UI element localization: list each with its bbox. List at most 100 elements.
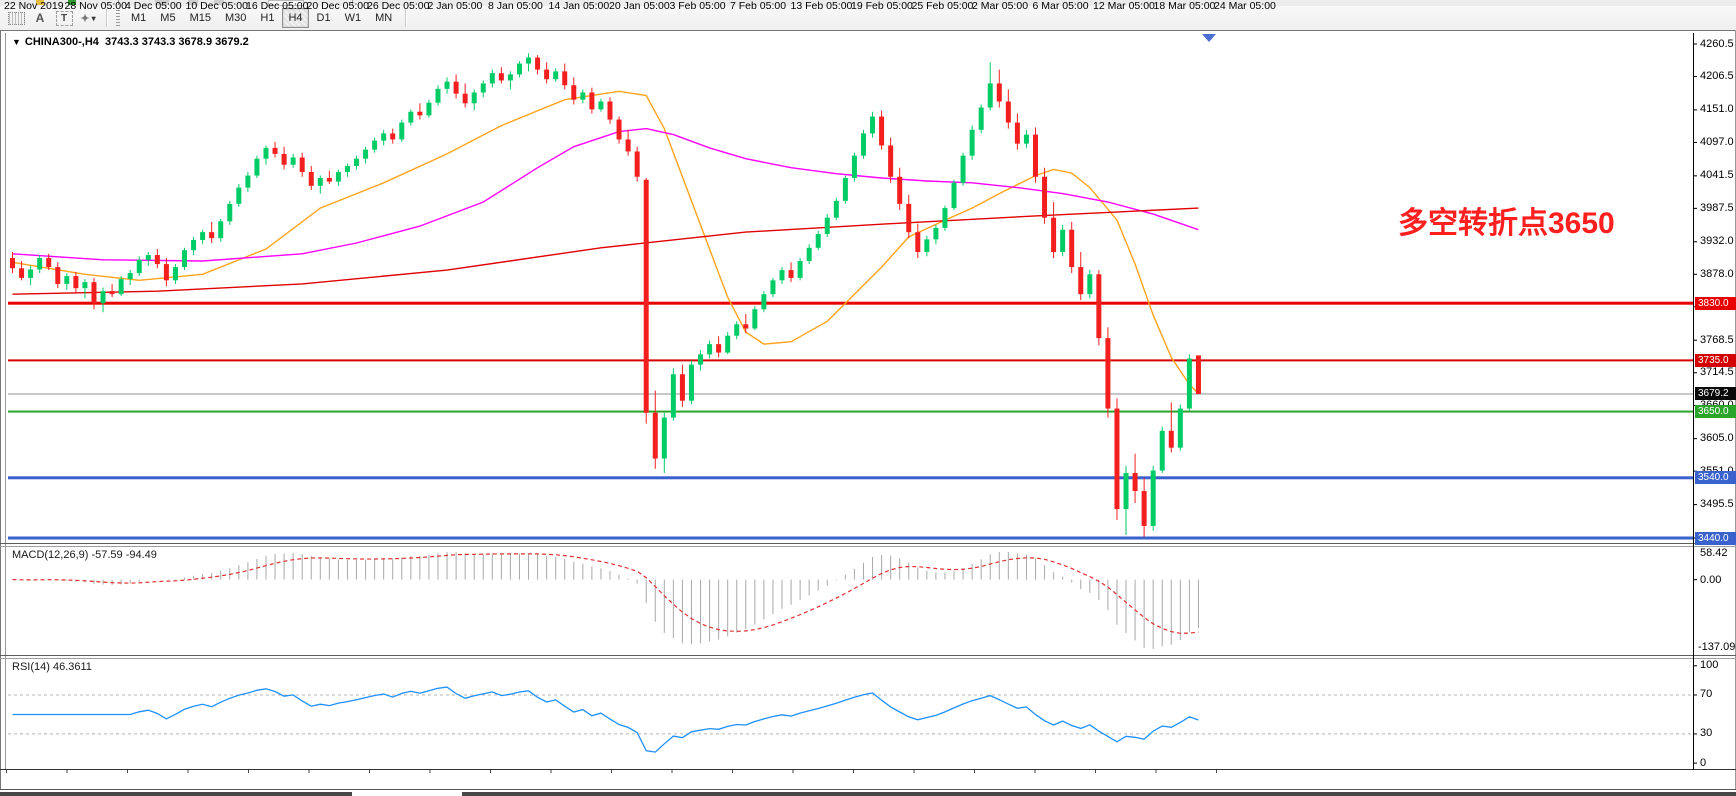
current-price-line[interactable] bbox=[8, 393, 1693, 395]
candle-body bbox=[897, 176, 903, 204]
time-axis-tick bbox=[6, 770, 7, 773]
candle-body bbox=[960, 155, 966, 183]
rsi-axis-label: 0 bbox=[1700, 756, 1707, 769]
candle-body bbox=[109, 291, 115, 295]
horizontal-level-line-3830.0[interactable] bbox=[8, 301, 1693, 305]
chart-ohlc: 3743.3 3743.3 3678.9 3679.2 bbox=[105, 36, 249, 48]
time-axis-label: 8 Jan 05:00 bbox=[488, 0, 543, 12]
rsi-axis-tick bbox=[1693, 733, 1697, 735]
horizontal-level-line-3735.0[interactable] bbox=[8, 359, 1693, 362]
candle-body bbox=[544, 69, 550, 80]
price-axis-label: 4206.5 bbox=[1700, 70, 1734, 82]
panel-splitter-rsi-top2[interactable] bbox=[0, 658, 1736, 659]
status-bar-segment-right bbox=[462, 792, 1736, 796]
candle-body bbox=[64, 276, 70, 284]
candle-body bbox=[100, 291, 106, 304]
candle-body bbox=[1042, 176, 1048, 218]
time-axis-label: 16 Dec 05:00 bbox=[246, 0, 309, 12]
price-level-badge: 3650.0 bbox=[1695, 405, 1736, 419]
toolbar-fragment-gray1 bbox=[155, 0, 169, 5]
candle-body bbox=[661, 417, 667, 459]
candle-body bbox=[335, 171, 341, 182]
candle-body bbox=[870, 116, 876, 134]
timeframe-button-d1[interactable]: D1 bbox=[316, 12, 331, 24]
candle-body bbox=[1005, 101, 1011, 123]
timeframe-button-m15[interactable]: M15 bbox=[189, 12, 211, 24]
candle-body bbox=[182, 250, 188, 268]
panel-splitter-rsi-top[interactable] bbox=[0, 655, 1736, 656]
horizontal-level-line-3650.0[interactable] bbox=[8, 410, 1693, 413]
rsi-axis-label: 70 bbox=[1700, 688, 1713, 701]
timeframe-button-h4[interactable]: H4 bbox=[282, 8, 309, 28]
time-axis-label: 3 Feb 05:00 bbox=[669, 0, 726, 12]
timeframe-button-m1[interactable]: M1 bbox=[131, 12, 147, 24]
horizontal-level-line-3540.0[interactable] bbox=[8, 476, 1693, 480]
candle-body bbox=[1051, 217, 1057, 253]
time-axis-label: 6 Mar 05:00 bbox=[1032, 0, 1089, 12]
candle-body bbox=[1105, 338, 1111, 409]
rsi-indicator-label: RSI(14) 46.3611 bbox=[12, 661, 92, 673]
price-axis-tick bbox=[1693, 470, 1697, 472]
time-axis-label: 20 Jan 05:00 bbox=[609, 0, 670, 12]
price-axis-tick bbox=[1693, 207, 1697, 209]
toolbar-drag-handle[interactable] bbox=[116, 10, 120, 26]
status-bar bbox=[0, 789, 1736, 796]
candle-body bbox=[598, 101, 604, 110]
candle-body bbox=[19, 268, 25, 278]
candle-body bbox=[788, 270, 794, 278]
candle-body bbox=[942, 208, 948, 228]
candle-body bbox=[842, 177, 848, 201]
panel-splitter-macd-top[interactable] bbox=[0, 543, 1736, 544]
chart-text-annotation: 多空转折点3650 bbox=[1398, 207, 1615, 240]
panel-splitter-macd-top2[interactable] bbox=[0, 546, 1736, 547]
candle-body bbox=[471, 92, 477, 104]
candle-body bbox=[562, 71, 568, 86]
price-axis-tick bbox=[1693, 438, 1697, 440]
price-axis-tick bbox=[1693, 141, 1697, 143]
candle-body bbox=[263, 147, 269, 159]
candle-body bbox=[118, 279, 124, 295]
horizontal-level-line-3440.0[interactable] bbox=[8, 536, 1693, 540]
arrows-icon[interactable]: ✦ ▾ bbox=[80, 12, 96, 25]
price-axis-label: 4097.0 bbox=[1700, 135, 1734, 148]
chart-shift-marker-icon[interactable] bbox=[1202, 34, 1216, 42]
toolbar-fragment-yellow bbox=[36, 0, 44, 5]
timeframe-button-m5[interactable]: M5 bbox=[160, 12, 176, 24]
candle-body bbox=[716, 344, 722, 353]
candle-body bbox=[589, 92, 595, 110]
timeframe-button-h1[interactable]: H1 bbox=[260, 12, 275, 24]
text-label-icon[interactable]: T bbox=[54, 9, 74, 27]
price-axis-label: 3768.5 bbox=[1700, 333, 1734, 346]
chevron-down-icon[interactable]: ▾ bbox=[91, 13, 96, 23]
timeframe-button-w1[interactable]: W1 bbox=[344, 12, 362, 24]
candle-body bbox=[978, 107, 984, 130]
timeframe-button-m30[interactable]: M30 bbox=[224, 12, 247, 24]
time-axis-label: 25 Feb 05:00 bbox=[911, 0, 974, 12]
candle-body bbox=[91, 282, 97, 304]
candle-body bbox=[679, 374, 685, 401]
chart-collapse-icon[interactable]: ▼ bbox=[12, 37, 21, 47]
toolbar-separator-2 bbox=[405, 9, 408, 27]
toolbar-fragment-gray2 bbox=[188, 0, 198, 5]
candle-body bbox=[1032, 134, 1038, 177]
price-level-badge: 3735.0 bbox=[1695, 353, 1736, 367]
text-a-icon[interactable]: A bbox=[35, 11, 45, 25]
macd-signal-line bbox=[12, 553, 1199, 634]
time-axis-tick bbox=[974, 770, 975, 773]
candle-body bbox=[136, 259, 142, 274]
time-axis-label: 7 Feb 05:00 bbox=[730, 0, 787, 12]
candle-body bbox=[73, 276, 79, 289]
rsi-axis-tick bbox=[1693, 665, 1697, 667]
grid-dotted-icon[interactable] bbox=[6, 9, 26, 27]
candle-body bbox=[344, 165, 350, 172]
chart-title: ▼ CHINA300-,H4 3743.3 3743.3 3678.9 3679.… bbox=[12, 36, 249, 48]
candle-body bbox=[580, 92, 586, 100]
macd-axis-tick bbox=[1693, 579, 1697, 581]
candle-body bbox=[308, 171, 314, 186]
candle-body bbox=[209, 232, 215, 239]
toolbar-fragment-button bbox=[268, 0, 304, 6]
candle-body bbox=[145, 255, 151, 260]
candle-body bbox=[1123, 472, 1129, 510]
timeframe-button-mn[interactable]: MN bbox=[375, 12, 393, 24]
